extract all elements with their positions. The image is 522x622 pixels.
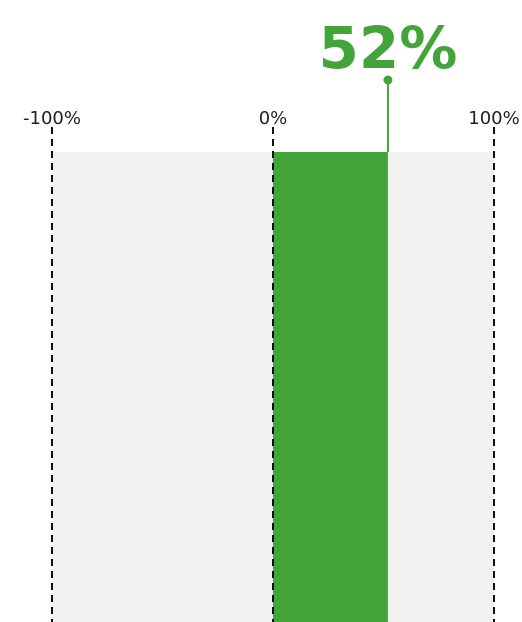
tick-labels: -100% 0% 100% bbox=[23, 108, 520, 129]
gridlines bbox=[51, 127, 495, 622]
tick-label-2: 100% bbox=[468, 108, 519, 129]
value-bar bbox=[273, 152, 388, 622]
tick-label-1: 0% bbox=[259, 108, 288, 129]
value-leader-dot bbox=[383, 75, 393, 85]
value-label: 52% bbox=[319, 14, 458, 82]
tick-label-0: -100% bbox=[23, 108, 81, 129]
